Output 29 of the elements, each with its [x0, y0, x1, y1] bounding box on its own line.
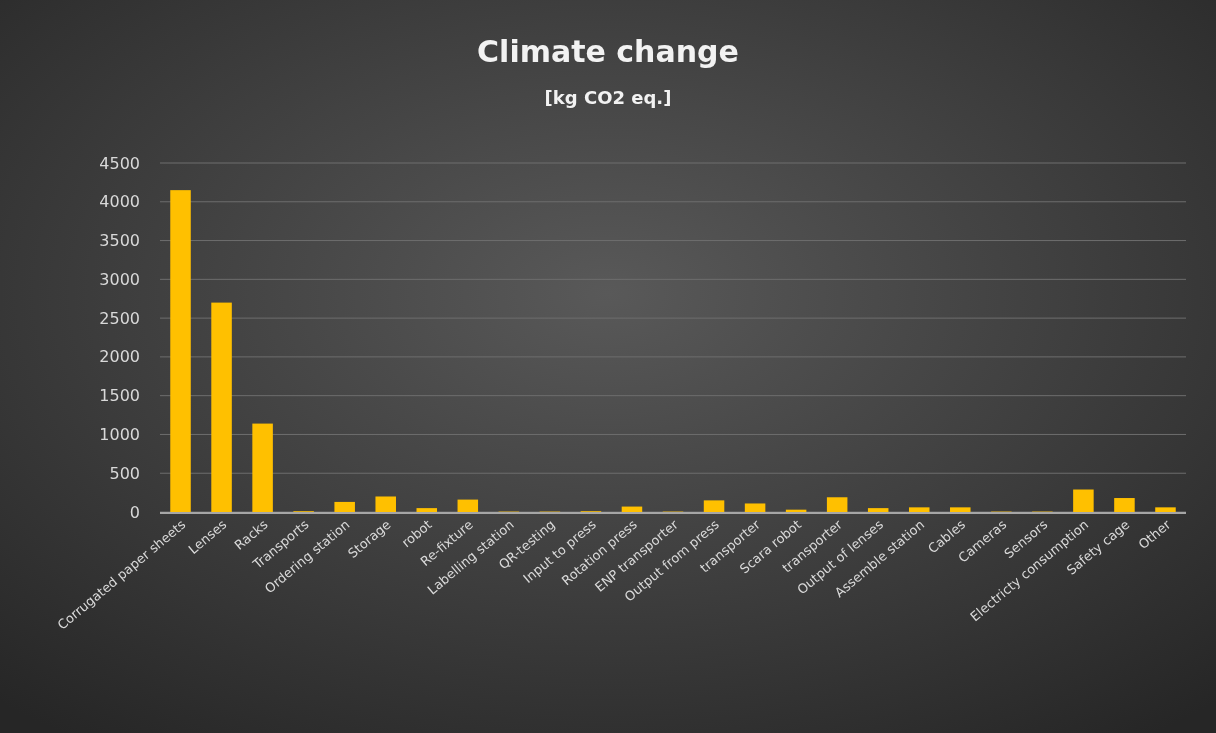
bar: [744, 503, 766, 512]
bar: [334, 501, 355, 512]
bar: [211, 302, 232, 512]
y-tick-label: 2000: [99, 347, 140, 367]
y-tick-label: 1000: [99, 425, 140, 445]
bar: [867, 508, 889, 512]
y-tick-label: 1500: [99, 386, 140, 406]
bar: [252, 423, 273, 512]
bar: [826, 497, 848, 512]
bar: [1073, 489, 1094, 512]
bar: [1155, 507, 1176, 512]
bar: [170, 190, 191, 512]
bar: [950, 507, 971, 512]
bar: [703, 500, 725, 512]
y-tick-label: 500: [109, 463, 140, 483]
bar: [416, 508, 438, 512]
bar: [1114, 498, 1135, 512]
bar: [621, 506, 643, 512]
bar: [457, 499, 479, 512]
y-tick-label: 2500: [99, 308, 140, 328]
y-tick-label: 4500: [99, 153, 140, 173]
bar: [375, 496, 396, 512]
y-tick-label: 0: [129, 502, 140, 522]
y-tick-label: 3000: [99, 269, 140, 289]
y-tick-label: 4000: [99, 192, 140, 212]
chart-title: Climate change: [477, 34, 739, 69]
bar: [908, 507, 930, 512]
y-tick-label: 3500: [99, 231, 140, 251]
chart-subtitle: [kg CO2 eq.]: [544, 87, 672, 108]
